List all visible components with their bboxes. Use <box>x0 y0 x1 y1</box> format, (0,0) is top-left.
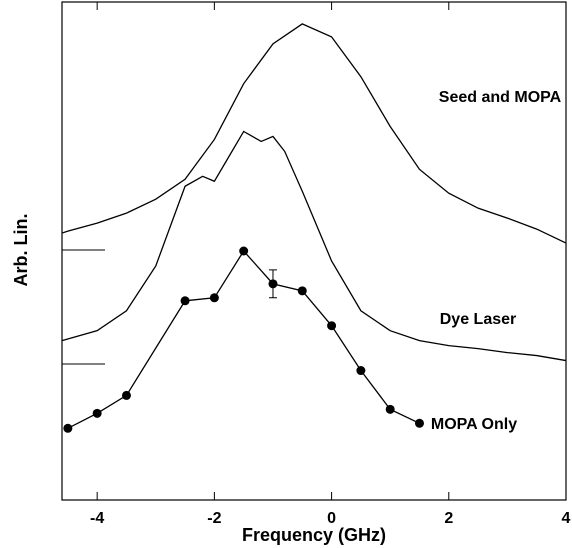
y-axis-label: Arb. Lin. <box>11 214 31 287</box>
data-point <box>327 321 337 331</box>
series-line <box>61 23 567 244</box>
x-axis-label: Frequency (GHz) <box>242 525 386 545</box>
data-point <box>297 286 307 296</box>
series-line <box>61 130 567 362</box>
plot-frame <box>61 1 567 501</box>
data-point <box>92 408 102 418</box>
data-point <box>268 279 278 289</box>
x-tick-label: 2 <box>444 510 453 527</box>
data-point <box>209 293 219 303</box>
series-label: Dye Laser <box>440 311 517 328</box>
series-label: MOPA Only <box>431 416 517 433</box>
x-tick-label: 0 <box>327 510 336 527</box>
data-point <box>414 418 424 428</box>
data-point <box>356 366 366 376</box>
x-tick-label: 4 <box>562 510 571 527</box>
data-point <box>121 390 131 400</box>
x-tick-label: -2 <box>207 510 221 527</box>
data-point <box>180 296 190 306</box>
data-point <box>239 246 249 256</box>
data-point <box>63 423 73 433</box>
series-label: Seed and MOPA <box>439 89 562 106</box>
data-point <box>385 404 395 414</box>
x-tick-label: -4 <box>90 510 104 527</box>
series-line <box>67 249 420 429</box>
